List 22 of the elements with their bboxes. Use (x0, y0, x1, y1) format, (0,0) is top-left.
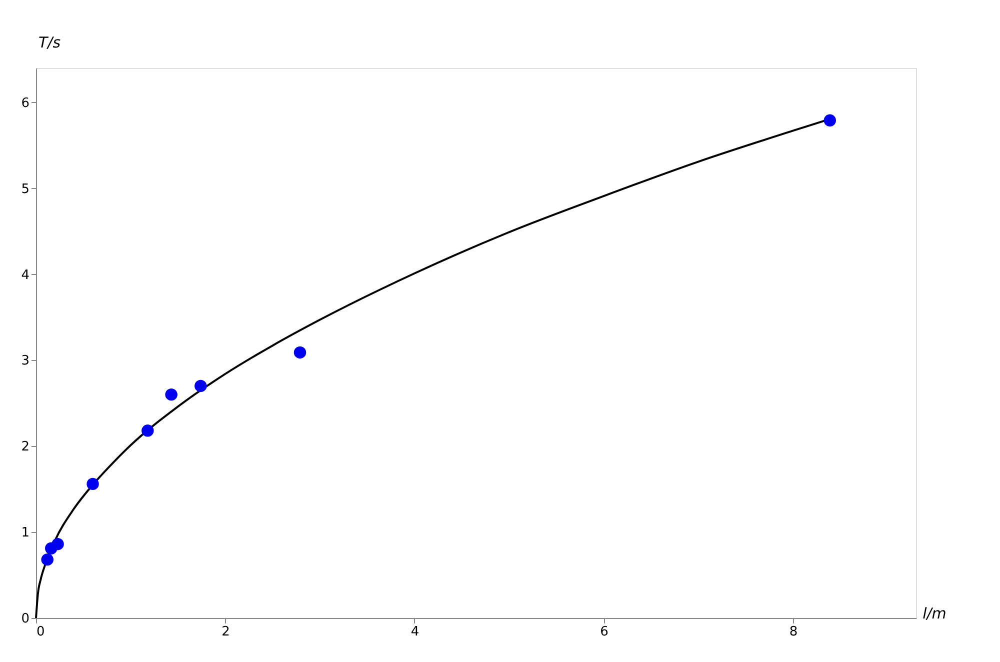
point (194, 380, 207, 392)
y-axis-title: T/s (38, 34, 61, 52)
y-tick-label: 4 (21, 268, 30, 283)
point (165, 388, 178, 401)
point (824, 114, 836, 127)
point (52, 538, 64, 550)
x-tick-label: 0 (36, 624, 45, 640)
y-tick-label: 2 (21, 440, 30, 455)
point (142, 424, 154, 437)
x-tick-label: 6 (600, 624, 608, 640)
y-tick-label: 6 (21, 96, 30, 111)
x-tick-label: 4 (410, 624, 420, 640)
y-tick-label: 1 (21, 526, 30, 541)
y-tick-label: 3 (21, 354, 30, 369)
x-tick-label: 2 (222, 624, 230, 640)
x-tick-label: 8 (789, 624, 798, 640)
point (86, 478, 99, 490)
y-tick-label: 5 (21, 182, 30, 197)
point (294, 346, 306, 359)
x-axis-title: l/m (922, 604, 946, 622)
y-tick-label: 0 (21, 612, 30, 626)
point (41, 553, 54, 566)
